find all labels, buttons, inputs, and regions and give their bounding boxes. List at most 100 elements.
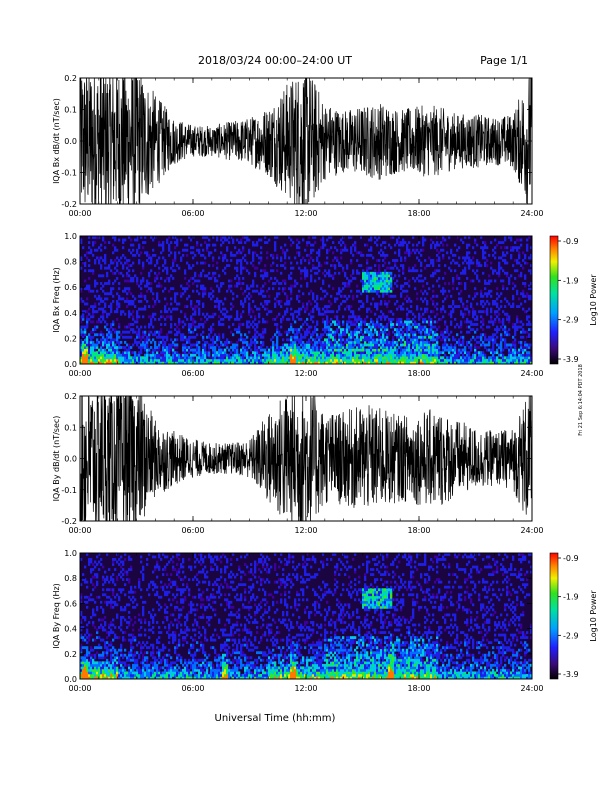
spectrogram-cell — [386, 315, 388, 318]
spectrogram-cell — [98, 359, 100, 362]
spectrogram-cell — [150, 262, 152, 265]
spectrogram-cell — [84, 287, 86, 290]
spectrogram-cell — [512, 303, 514, 306]
spectrogram-cell — [328, 349, 330, 352]
spectrogram-cell — [520, 341, 522, 344]
spectrogram-cell — [488, 326, 490, 329]
spectrogram-cell — [400, 241, 402, 244]
spectrogram-cell — [110, 346, 112, 349]
spectrogram-cell — [328, 300, 330, 303]
spectrogram-cell — [366, 280, 368, 283]
spectrogram-cell — [164, 349, 166, 352]
spectrogram-cell — [112, 295, 114, 298]
spectrogram-cell — [188, 326, 190, 329]
spectrogram-cell — [404, 320, 406, 323]
spectrogram-cell — [490, 356, 492, 359]
spectrogram-cell — [256, 341, 258, 344]
spectrogram-cell — [420, 333, 422, 336]
spectrogram-cell — [122, 310, 124, 313]
spectrogram-cell — [142, 331, 144, 334]
spectrogram-cell — [254, 331, 256, 334]
spectrogram-cell — [216, 239, 218, 242]
spectrogram-cell — [414, 349, 416, 352]
spectrogram-cell — [366, 287, 368, 290]
spectrogram-cell — [458, 264, 460, 267]
spectrogram-cell — [202, 356, 204, 359]
spectrogram-cell — [468, 264, 470, 267]
spectrogram-cell — [126, 326, 128, 329]
spectrogram-cell — [448, 282, 450, 285]
spectrogram-cell — [140, 336, 142, 339]
spectrogram-cell — [412, 359, 414, 362]
spectrogram-cell — [328, 269, 330, 272]
spectrogram-cell — [340, 336, 342, 339]
spectrogram-cell — [358, 359, 360, 362]
spectrogram-cell — [404, 328, 406, 331]
spectrogram-cell — [384, 285, 386, 288]
spectrogram-cell — [286, 295, 288, 298]
spectrogram-cell — [404, 349, 406, 352]
spectrogram-cell — [202, 359, 204, 362]
spectrogram-cell — [374, 305, 376, 308]
spectrogram-cell — [306, 274, 308, 277]
spectrogram-cell — [328, 359, 330, 362]
spectrogram-cell — [252, 254, 254, 257]
spectrogram-cell — [94, 282, 96, 285]
spectrogram-cell — [512, 249, 514, 252]
spectrogram-cell — [114, 356, 116, 359]
spectrogram-cell — [326, 239, 328, 242]
spectrogram-cell — [322, 313, 324, 316]
spectrogram-cell — [110, 351, 112, 354]
spectrogram-cell — [344, 300, 346, 303]
spectrogram-cell — [390, 344, 392, 347]
spectrogram-cell — [212, 346, 214, 349]
spectrogram-cell — [150, 331, 152, 334]
spectrogram-cell — [382, 272, 384, 275]
spectrogram-cell — [108, 346, 110, 349]
spectrogram-cell — [422, 239, 424, 242]
spectrogram-cell — [492, 323, 494, 326]
spectrogram-cell — [420, 344, 422, 347]
spectrogram-cell — [226, 239, 228, 242]
spectrogram-cell — [250, 285, 252, 288]
y-tick-label: 0.2 — [64, 334, 77, 343]
spectrogram-cell — [482, 305, 484, 308]
spectrogram-cell — [378, 303, 380, 306]
spectrogram-cell — [328, 310, 330, 313]
spectrogram-cell — [322, 280, 324, 283]
spectrogram-cell — [518, 297, 520, 300]
spectrogram-cell — [92, 313, 94, 316]
spectrogram-cell — [326, 262, 328, 265]
spectrogram-cell — [196, 346, 198, 349]
spectrogram-cell — [234, 349, 236, 352]
spectrogram-cell — [86, 256, 88, 259]
spectrogram-cell — [138, 295, 140, 298]
spectrogram-cell — [164, 351, 166, 354]
spectrogram-cell — [96, 359, 98, 362]
spectrogram-cell — [448, 349, 450, 352]
spectrogram-cell — [420, 351, 422, 354]
spectrogram-cell — [92, 328, 94, 331]
spectrogram-cell — [442, 344, 444, 347]
spectrogram-cell — [284, 267, 286, 270]
spectrogram-cell — [474, 356, 476, 359]
spectrogram-cell — [310, 251, 312, 254]
spectrogram-cell — [418, 323, 420, 326]
spectrogram-cell — [476, 274, 478, 277]
spectrogram-cell — [512, 359, 514, 362]
spectrogram-cell — [382, 359, 384, 362]
spectrogram-cell — [382, 336, 384, 339]
spectrogram-cell — [92, 290, 94, 293]
spectrogram-cell — [502, 338, 504, 341]
spectrogram-cell — [134, 351, 136, 354]
spectrogram-cell — [510, 344, 512, 347]
spectrogram-cell — [524, 254, 526, 257]
spectrogram-cell — [290, 287, 292, 290]
spectrogram-cell — [234, 318, 236, 321]
spectrogram-cell — [524, 277, 526, 280]
spectrogram-cell — [296, 349, 298, 352]
spectrogram-cell — [168, 290, 170, 293]
spectrogram-cell — [270, 264, 272, 267]
spectrogram-cell — [522, 346, 524, 349]
spectrogram-cell — [210, 344, 212, 347]
